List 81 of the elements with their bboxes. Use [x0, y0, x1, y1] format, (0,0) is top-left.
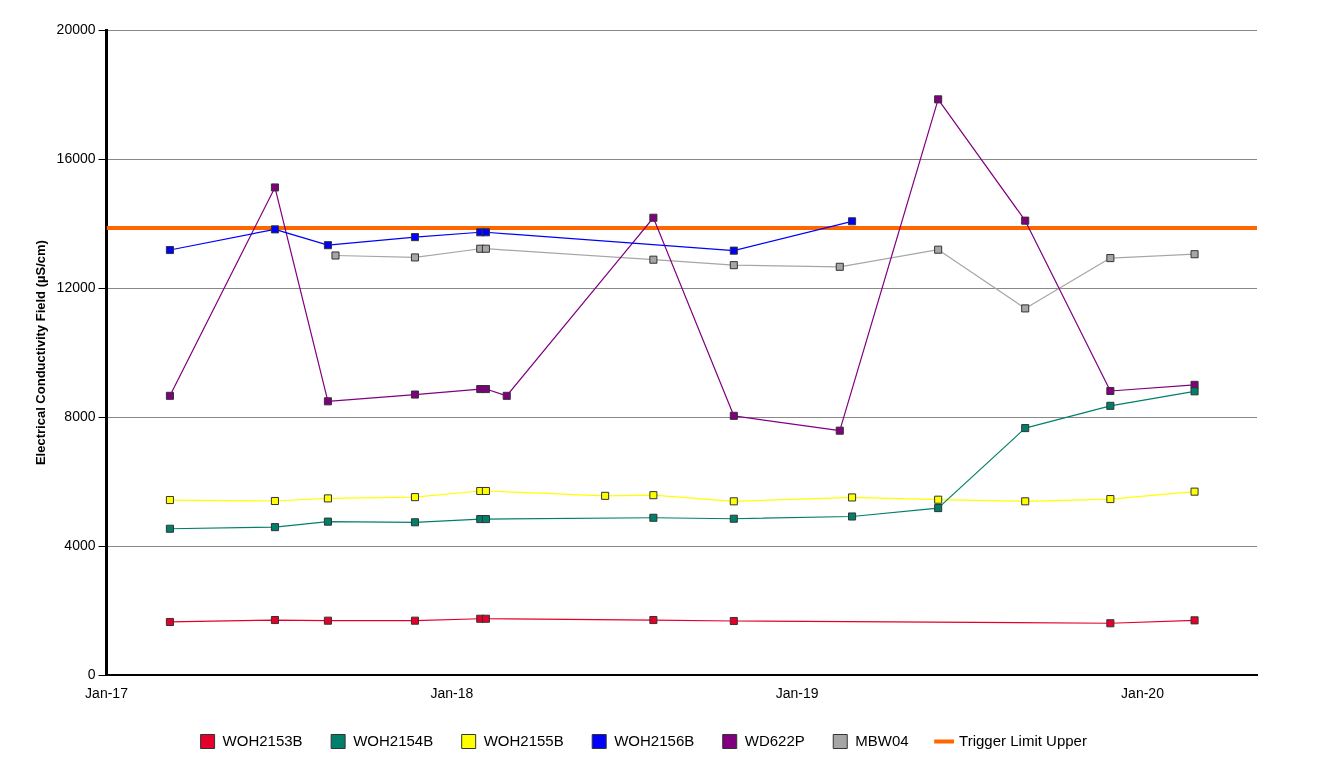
y-tick-label: 20000 — [56, 20, 96, 37]
point — [729, 514, 738, 523]
legend-label: MBW04 — [855, 731, 909, 749]
point — [323, 494, 332, 503]
point — [934, 245, 943, 254]
point — [601, 491, 610, 500]
point — [729, 497, 738, 506]
point — [848, 493, 857, 502]
point — [1106, 254, 1115, 263]
legend-label: WOH2155B — [483, 731, 564, 749]
point — [649, 255, 658, 264]
point — [481, 228, 490, 237]
y-tick-label: 0 — [87, 666, 96, 683]
point — [1106, 386, 1115, 396]
point — [323, 616, 332, 625]
point — [1190, 250, 1199, 259]
point — [270, 616, 279, 625]
point — [934, 495, 943, 504]
point — [270, 496, 279, 506]
point — [1190, 487, 1199, 496]
point — [1021, 216, 1030, 225]
point — [835, 262, 844, 271]
point — [270, 523, 279, 532]
point — [481, 244, 490, 253]
point — [934, 95, 943, 104]
point — [1021, 304, 1030, 313]
point — [729, 411, 738, 420]
legend-label: WD622P — [744, 731, 805, 749]
point — [165, 524, 174, 533]
point — [1190, 616, 1199, 625]
point — [649, 616, 658, 625]
point — [848, 512, 857, 521]
point — [331, 251, 340, 260]
point — [1190, 387, 1199, 396]
point — [165, 245, 174, 255]
point — [729, 616, 738, 626]
point — [1021, 497, 1030, 506]
point — [649, 513, 658, 522]
y-tick-label: 4000 — [64, 537, 96, 554]
point — [410, 493, 419, 502]
y-axis-title: Electrical Conductivity Field (µS/cm) — [33, 240, 49, 466]
point — [165, 495, 174, 505]
point — [323, 397, 332, 406]
x-tick-label: Jan-17 — [85, 685, 129, 702]
point — [848, 217, 857, 226]
point — [410, 616, 419, 625]
y-tick-label: 16000 — [56, 149, 96, 166]
legend-label: Trigger Limit Upper — [959, 731, 1087, 749]
point — [165, 617, 174, 627]
point — [481, 486, 490, 496]
point — [481, 385, 490, 394]
point — [502, 391, 511, 400]
legend-label: WOH2153B — [222, 731, 303, 749]
x-tick-label: Jan-19 — [775, 685, 819, 702]
legend-label: WOH2156B — [614, 731, 695, 749]
point — [729, 246, 738, 255]
x-tick-label: Jan-20 — [1121, 685, 1165, 702]
point — [1106, 401, 1115, 410]
point — [729, 261, 738, 270]
point — [410, 233, 419, 242]
point — [410, 390, 419, 399]
point — [410, 253, 419, 262]
point — [835, 426, 844, 435]
point — [270, 225, 279, 234]
point — [1106, 619, 1115, 628]
y-tick-label: 12000 — [56, 278, 96, 295]
y-tick-label: 8000 — [64, 407, 96, 424]
point — [481, 614, 490, 623]
point — [481, 515, 490, 524]
point — [1021, 424, 1030, 433]
point — [410, 518, 419, 527]
point — [270, 183, 279, 192]
point — [1106, 495, 1115, 504]
point — [649, 213, 658, 222]
legend-label: WOH2154B — [353, 731, 434, 749]
point — [323, 517, 332, 526]
point — [934, 504, 943, 513]
point — [323, 241, 332, 250]
x-tick-label: Jan-18 — [430, 685, 474, 702]
point — [649, 491, 658, 500]
point — [165, 391, 174, 400]
